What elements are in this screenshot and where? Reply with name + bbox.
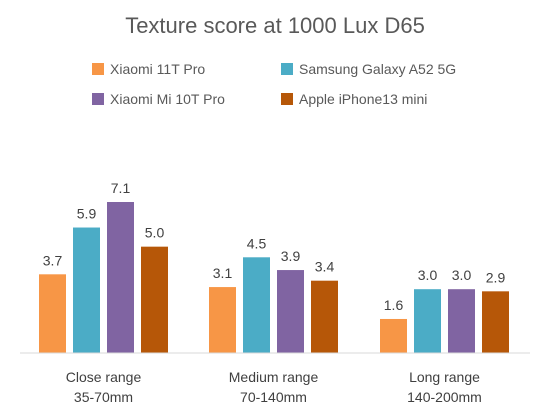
legend-label-apple-iphone13-mini: Apple iPhone13 mini (299, 91, 427, 107)
legend-swatch-xiaomi-mi-10t-pro (92, 93, 104, 105)
bar-apple-iphone13-mini-close-range (141, 246, 168, 353)
legend-swatch-apple-iphone13-mini (281, 93, 293, 105)
legend-swatch-xiaomi-11t-pro (92, 63, 104, 75)
bar-xiaomi-11t-pro-long-range (380, 318, 407, 353)
legend-label-xiaomi-11t-pro: Xiaomi 11T Pro (110, 61, 205, 77)
bar-samsung-galaxy-a52-5g-close-range (73, 227, 100, 353)
bar-apple-iphone13-mini-long-range (482, 291, 509, 353)
bar-xiaomi-mi-10t-pro-medium-range (277, 270, 304, 353)
data-label-apple-iphone13-mini-medium-range: 3.4 (315, 259, 335, 275)
bar-xiaomi-11t-pro-close-range (39, 274, 66, 353)
data-label-apple-iphone13-mini-long-range: 2.9 (486, 269, 506, 285)
category-label-long-range: Long range (409, 369, 480, 385)
category-label-long-range-range: 140-200mm (407, 389, 482, 405)
data-label-xiaomi-11t-pro-medium-range: 3.1 (213, 265, 233, 281)
chart-title: Texture score at 1000 Lux D65 (125, 13, 425, 38)
legend-label-samsung-galaxy-a52-5g: Samsung Galaxy A52 5G (299, 61, 456, 77)
chart-legend: Xiaomi 11T Pro Samsung Galaxy A52 5G Xiaom… (92, 61, 456, 107)
data-label-samsung-galaxy-a52-5g-close-range: 5.9 (77, 206, 97, 222)
bar-xiaomi-mi-10t-pro-close-range (107, 202, 134, 353)
data-label-xiaomi-11t-pro-long-range: 1.6 (384, 297, 404, 313)
category-label-close-range-range: 35-70mm (74, 389, 133, 405)
legend-swatch-samsung-galaxy-a52-5g (281, 63, 293, 75)
bar-apple-iphone13-mini-medium-range (311, 280, 338, 353)
bar-samsung-galaxy-a52-5g-long-range (414, 289, 441, 353)
legend-label-xiaomi-mi-10t-pro: Xiaomi Mi 10T Pro (110, 91, 225, 107)
category-label-medium-range-range: 70-140mm (240, 389, 307, 405)
data-label-xiaomi-11t-pro-close-range: 3.7 (43, 252, 63, 268)
bar-samsung-galaxy-a52-5g-medium-range (243, 257, 270, 353)
data-label-xiaomi-mi-10t-pro-medium-range: 3.9 (281, 248, 301, 264)
data-label-xiaomi-mi-10t-pro-close-range: 7.1 (111, 180, 131, 196)
bars-group: 3.7 5.9 7.1 5.0 3.1 4.5 3.9 3.4 1.6 3.0 3.0 2.9 (39, 180, 509, 353)
bar-xiaomi-mi-10t-pro-long-range (448, 289, 475, 353)
data-label-samsung-galaxy-a52-5g-long-range: 3.0 (418, 267, 438, 283)
category-labels: Close range 35-70mm Medium range 70-140mm Lo… (66, 369, 482, 405)
data-label-apple-iphone13-mini-close-range: 5.0 (145, 225, 165, 241)
category-label-medium-range: Medium range (229, 369, 319, 385)
data-label-xiaomi-mi-10t-pro-long-range: 3.0 (452, 267, 472, 283)
data-label-samsung-galaxy-a52-5g-medium-range: 4.5 (247, 235, 267, 251)
bar-xiaomi-11t-pro-medium-range (209, 287, 236, 353)
category-label-close-range: Close range (66, 369, 142, 385)
